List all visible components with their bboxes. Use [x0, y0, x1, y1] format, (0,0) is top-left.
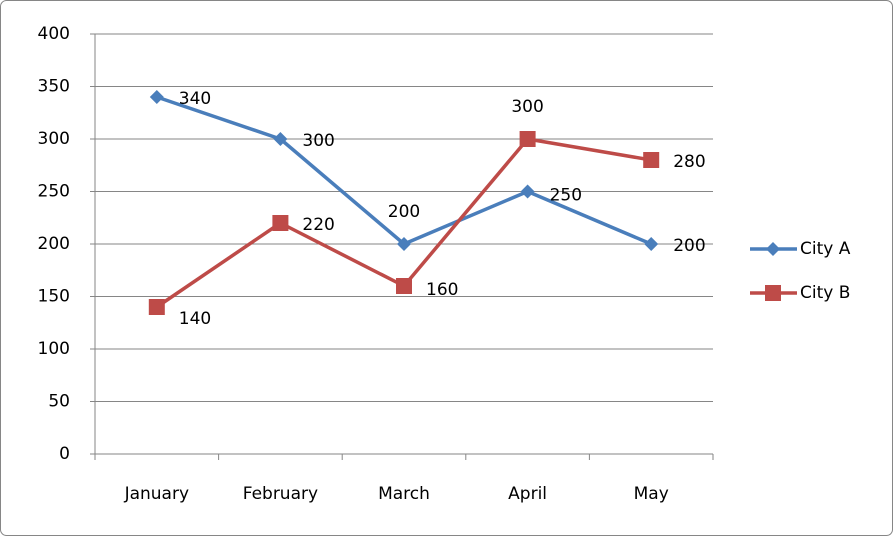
data-label: 300 — [511, 97, 543, 117]
data-label: 160 — [426, 280, 458, 300]
point — [643, 152, 660, 168]
data-label: 280 — [673, 152, 705, 172]
data-label: 220 — [302, 215, 334, 235]
y-tick-label: 100 — [38, 339, 70, 359]
data-label: 250 — [550, 186, 582, 206]
data-label: 200 — [388, 202, 420, 222]
point — [272, 215, 289, 231]
y-tick-label: 350 — [38, 77, 70, 97]
point — [519, 131, 536, 147]
y-tick-label: 50 — [48, 392, 70, 412]
y-tick-label: 250 — [38, 182, 70, 202]
point — [148, 299, 165, 315]
point — [520, 184, 535, 199]
legend-label: City A — [800, 239, 851, 259]
y-tick-label: 400 — [38, 24, 70, 44]
point — [396, 278, 412, 294]
point — [397, 237, 411, 251]
x-tick-label: February — [243, 484, 318, 504]
point — [149, 90, 164, 104]
data-label: 300 — [302, 131, 334, 151]
data-label: 140 — [179, 309, 211, 329]
y-tick-label: 150 — [38, 287, 70, 307]
chart-frame — [0, 0, 893, 536]
x-tick-label: May — [634, 484, 669, 504]
x-tick-label: April — [508, 484, 547, 504]
point — [644, 237, 659, 251]
y-tick-label: 300 — [38, 129, 70, 149]
data-label: 340 — [179, 89, 211, 109]
y-tick-label: 0 — [59, 444, 70, 464]
legend-marker — [765, 285, 781, 301]
data-label: 200 — [673, 236, 705, 256]
legend-label: City B — [800, 283, 850, 303]
x-tick-label: January — [124, 484, 189, 504]
y-tick-label: 200 — [38, 234, 70, 254]
point — [273, 132, 288, 146]
x-tick-label: March — [378, 484, 430, 504]
legend-marker — [766, 242, 780, 256]
